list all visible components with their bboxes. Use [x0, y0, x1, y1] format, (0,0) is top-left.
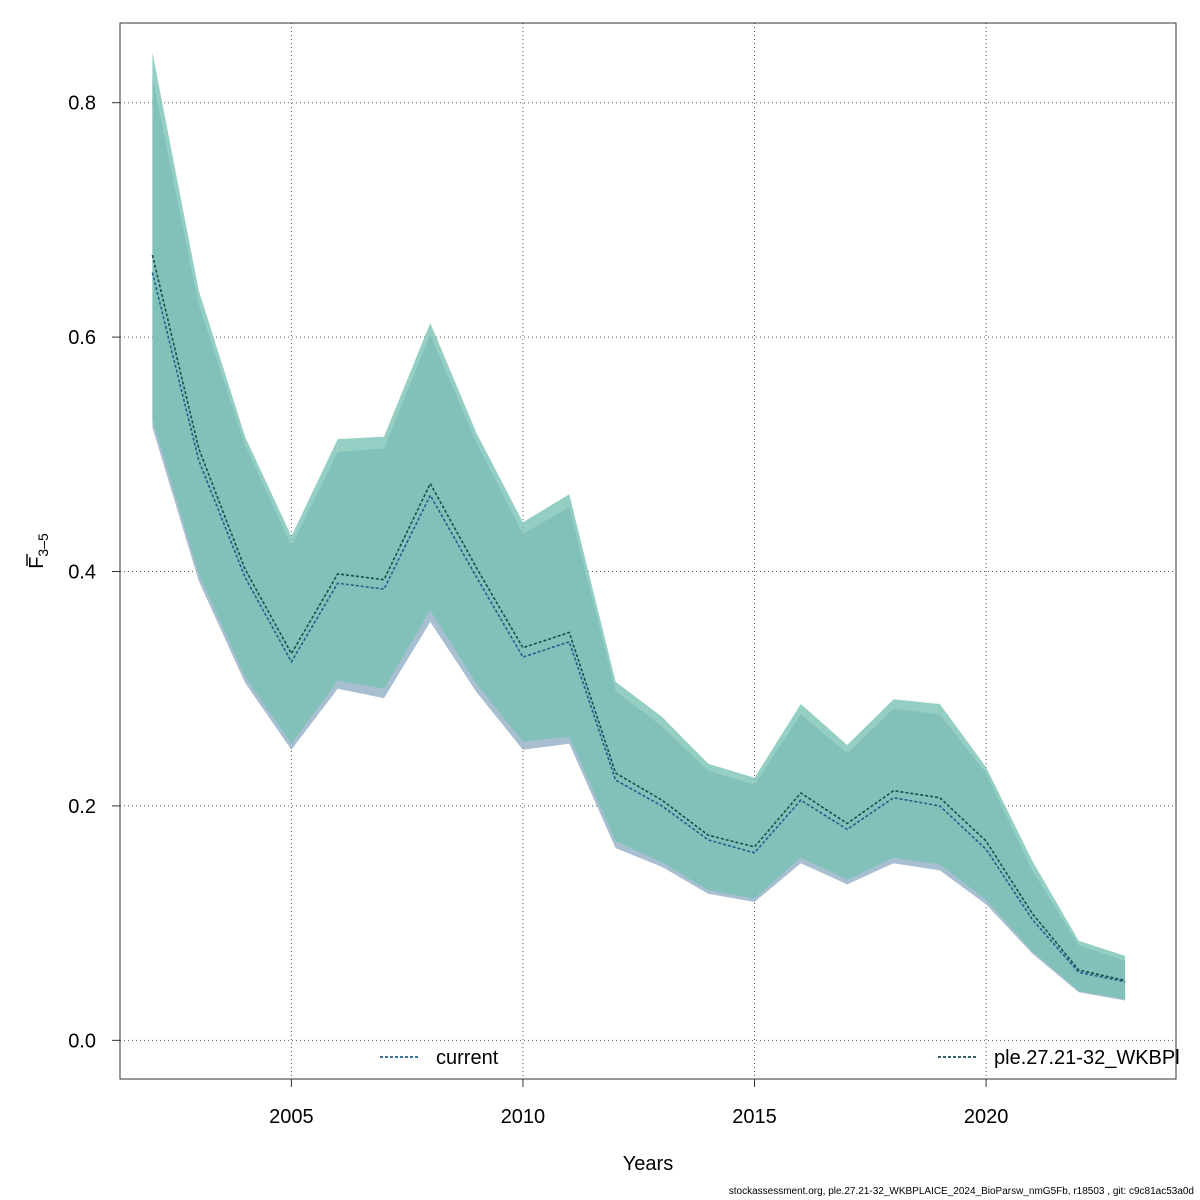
series-line-1 [151, 272, 1126, 983]
y-tick-label: 0.4 [68, 562, 96, 584]
x-tick-label: 2015 [732, 1106, 777, 1128]
confidence-band-2 [152, 52, 1126, 1000]
confidence-bands [152, 52, 1126, 1001]
y-axis-label-sub: 3–5 [35, 533, 51, 557]
x-tick-label: 2010 [501, 1106, 546, 1128]
footer-caption: stockassessment.org, ple.27.21-32_WKBPLA… [728, 1186, 1194, 1197]
series-line-2 [151, 254, 1126, 982]
legend: current ple.27.21-32_WKBPl [380, 1047, 1180, 1069]
axes: 2005 2010 2015 2020 0.0 0.2 0.4 0.6 0.8 [68, 93, 1008, 1128]
x-axis-label: Years [623, 1153, 673, 1175]
plot-frame [119, 22, 1177, 1080]
y-tick-label: 0.0 [68, 1030, 96, 1052]
y-tick-label: 0.8 [68, 93, 96, 115]
y-axis-label-main: F [26, 557, 48, 569]
legend-label-1: current [436, 1047, 499, 1069]
series-lines [151, 254, 1126, 983]
y-axis-label: F3–5 [26, 533, 51, 569]
svg-text:F3–5: F3–5 [26, 533, 51, 569]
x-tick-label: 2005 [269, 1106, 314, 1128]
y-tick-label: 0.2 [68, 796, 96, 818]
y-tick-label: 0.6 [68, 327, 96, 349]
x-tick-label: 2020 [964, 1106, 1009, 1128]
legend-label-2: ple.27.21-32_WKBPl [994, 1047, 1180, 1069]
